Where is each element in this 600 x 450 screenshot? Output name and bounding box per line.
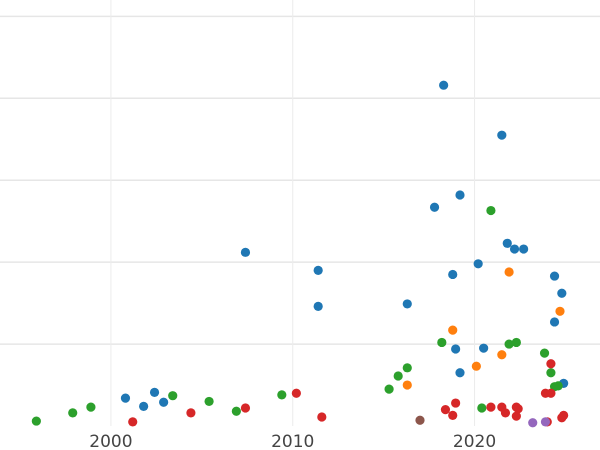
data-point <box>549 271 560 281</box>
data-point <box>549 317 560 327</box>
data-point <box>477 403 487 413</box>
data-point <box>415 415 425 425</box>
data-point <box>429 202 440 212</box>
data-point <box>120 393 131 403</box>
data-point <box>128 417 138 427</box>
data-point <box>546 388 556 398</box>
data-point <box>504 339 514 349</box>
data-point <box>439 80 449 90</box>
x-tick-label: 2020 <box>453 432 496 450</box>
data-point <box>509 244 520 254</box>
data-point <box>168 391 178 401</box>
data-point <box>540 417 551 427</box>
x-tick-labels: 2000 2010 2020 <box>89 432 496 450</box>
data-point <box>402 380 412 390</box>
data-point <box>402 299 412 309</box>
data-point <box>317 412 327 422</box>
data-point <box>186 408 196 418</box>
data-point <box>402 363 412 373</box>
data-point <box>497 350 507 360</box>
data-point <box>473 259 483 269</box>
data-point <box>159 397 169 407</box>
data-point <box>455 368 465 378</box>
data-point <box>519 244 529 254</box>
data-point <box>504 267 514 277</box>
data-point <box>313 265 323 275</box>
data-point <box>486 402 496 412</box>
x-tick-label: 2010 <box>271 432 314 450</box>
data-point <box>502 238 512 248</box>
x-tick-label: 2000 <box>89 432 132 450</box>
data-point <box>448 410 458 420</box>
data-point <box>500 408 511 418</box>
data-point <box>149 387 160 398</box>
data-point <box>240 403 251 413</box>
data-point <box>511 411 521 421</box>
data-point <box>231 406 241 416</box>
data-point <box>31 416 41 426</box>
data-point <box>277 390 287 400</box>
data-point <box>451 398 461 408</box>
data-point <box>528 418 538 428</box>
data-point <box>393 371 403 381</box>
data-point <box>559 410 569 420</box>
data-point <box>451 344 461 354</box>
data-point <box>240 247 251 257</box>
data-point <box>557 288 567 298</box>
data-points <box>31 80 569 428</box>
data-point <box>68 408 78 418</box>
data-point <box>448 325 458 335</box>
data-point <box>546 359 556 369</box>
data-point <box>448 269 458 280</box>
data-point <box>139 401 149 411</box>
data-point <box>204 396 214 407</box>
data-point <box>455 190 465 200</box>
data-point <box>440 405 451 415</box>
data-point <box>553 381 563 391</box>
data-point <box>437 337 447 348</box>
data-point <box>471 361 481 371</box>
data-point <box>486 205 496 216</box>
data-point <box>539 348 550 358</box>
data-point <box>497 130 507 140</box>
data-point <box>313 301 323 311</box>
data-point <box>86 402 96 412</box>
data-point <box>384 384 394 394</box>
data-point <box>546 368 556 378</box>
data-point <box>291 388 301 398</box>
data-point <box>555 306 565 316</box>
data-point <box>511 337 521 348</box>
data-point <box>479 343 489 353</box>
gridlines <box>0 0 600 426</box>
data-point <box>513 404 523 414</box>
